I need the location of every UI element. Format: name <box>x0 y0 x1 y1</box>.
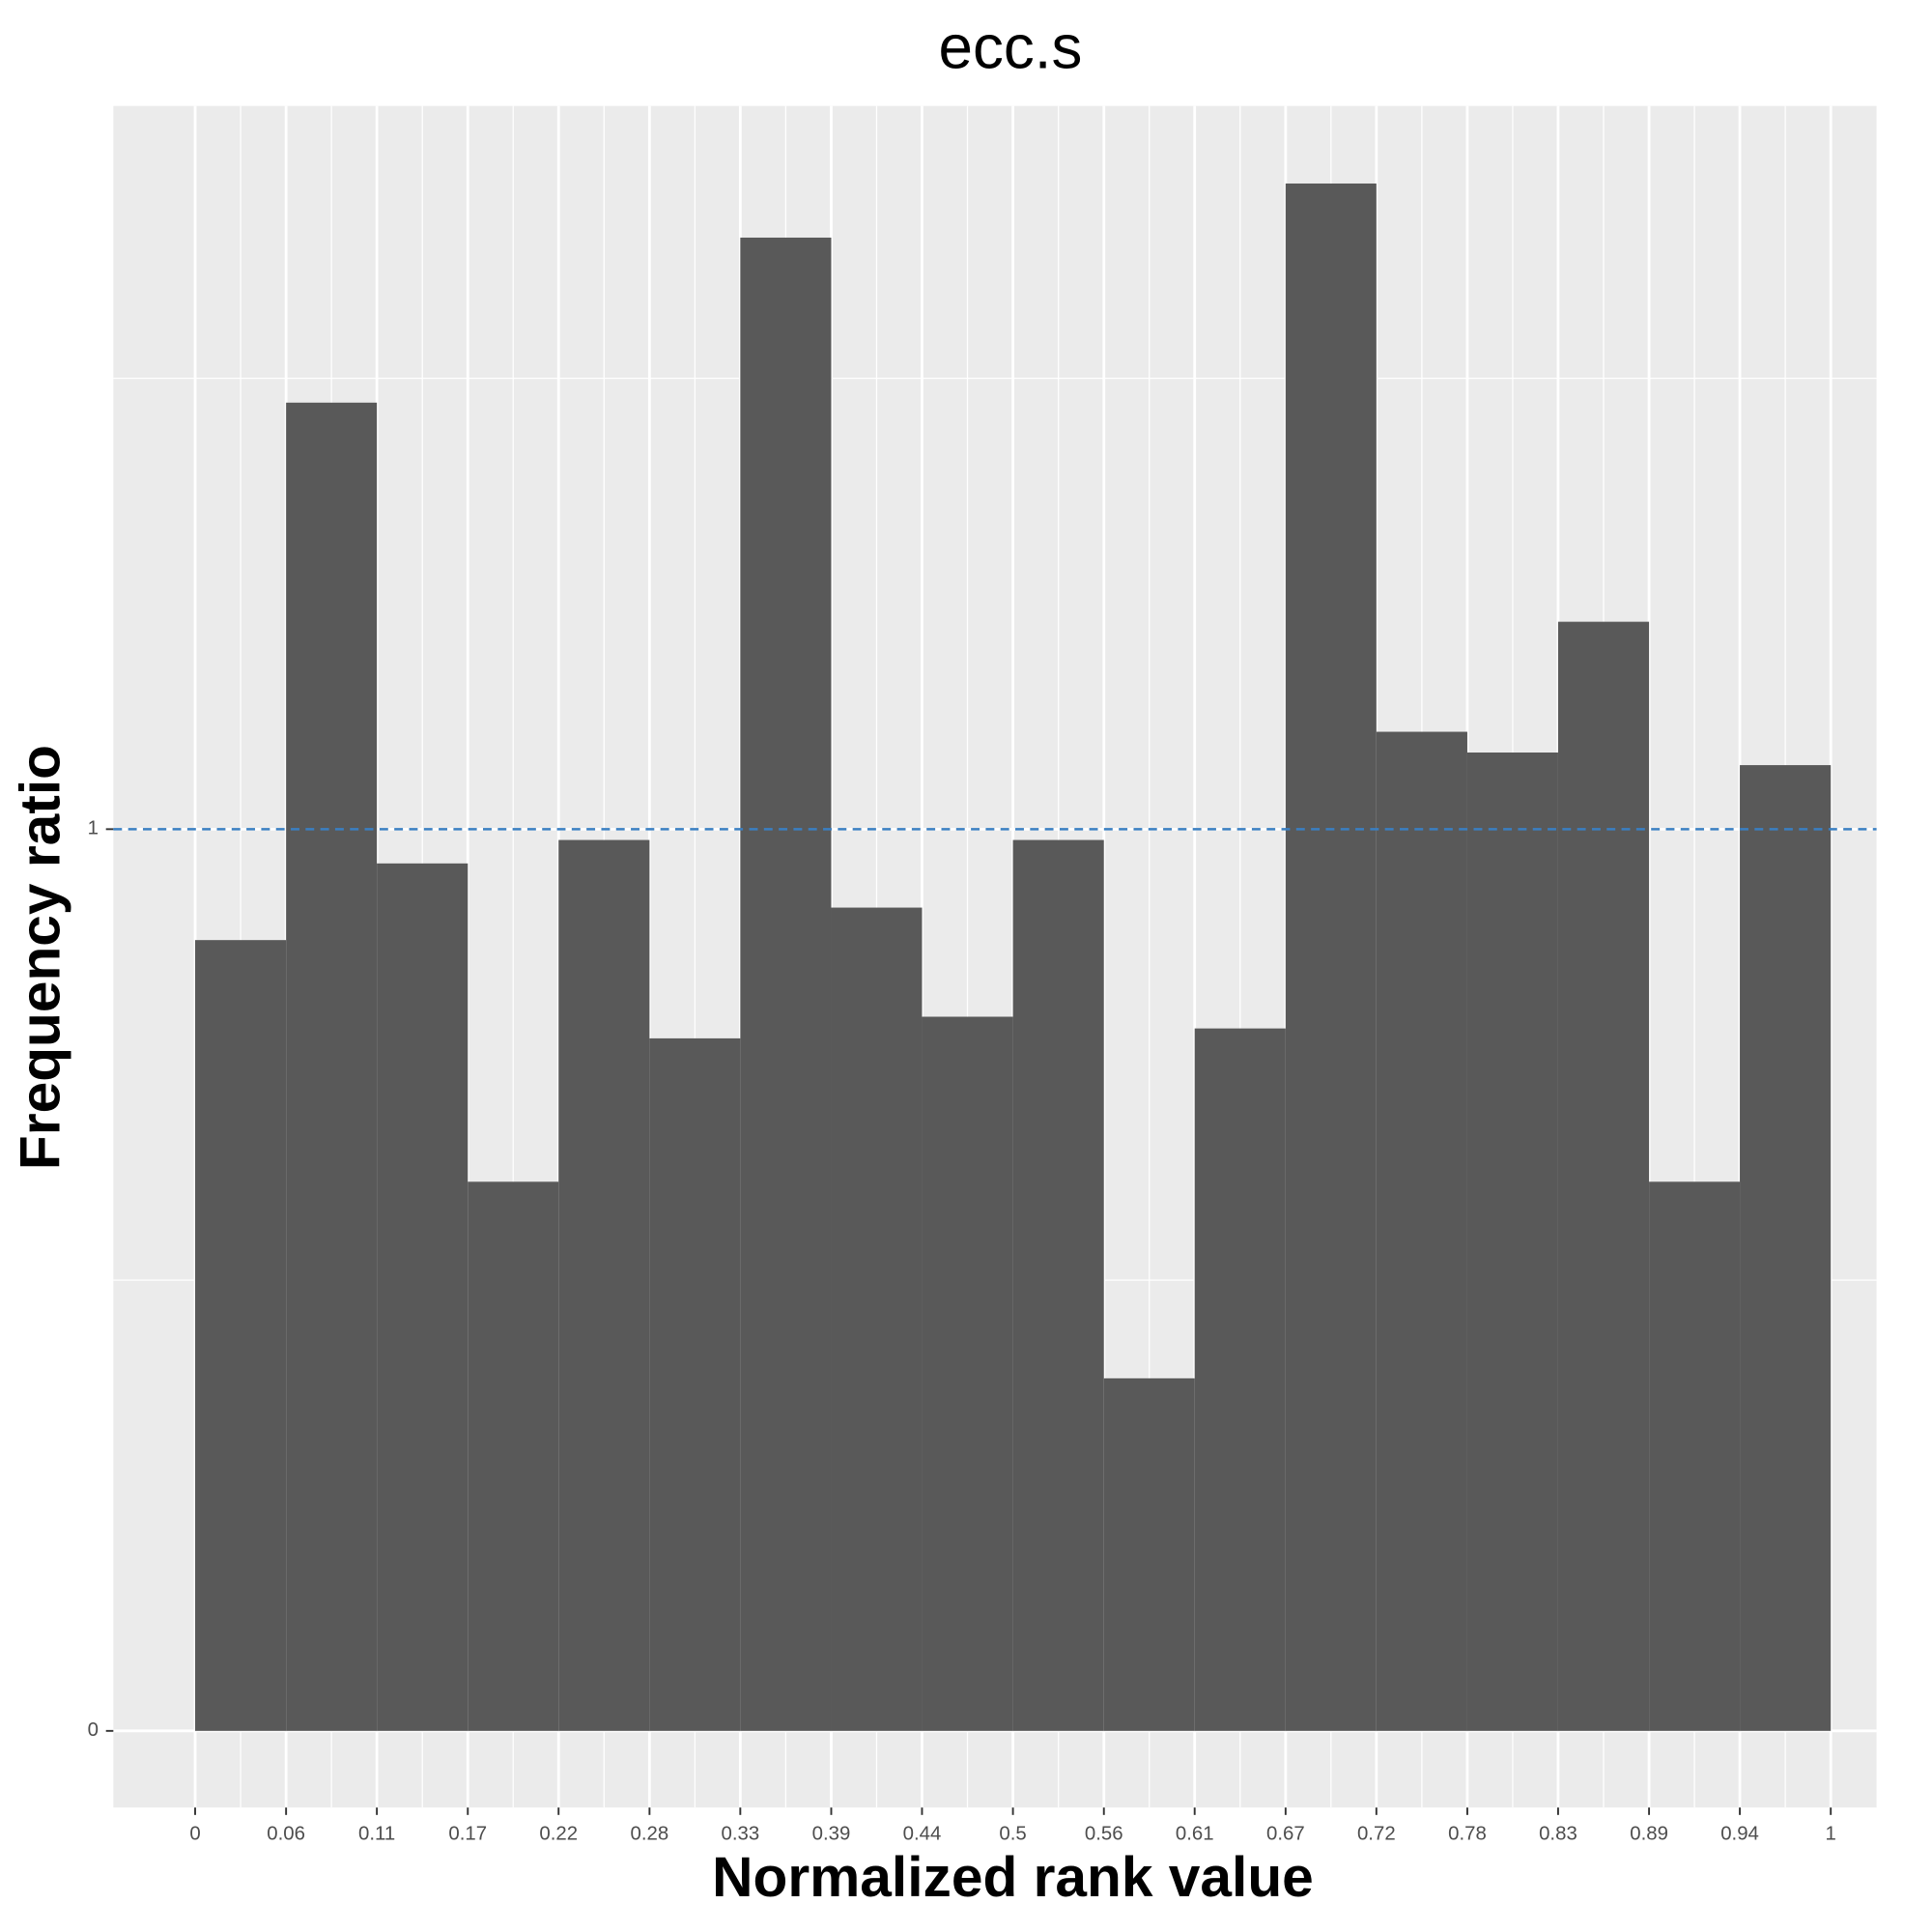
bar <box>468 1181 559 1731</box>
x-tick-label: 0.72 <box>1357 1824 1396 1845</box>
y-axis-title: Frequency ratio <box>9 745 71 1170</box>
x-tick-label: 0.11 <box>358 1824 395 1845</box>
y-tick-label: 1 <box>88 818 99 839</box>
bar <box>1012 839 1104 1731</box>
x-tick-label: 0.56 <box>1085 1824 1123 1845</box>
x-tick-label: 0.06 <box>267 1824 305 1845</box>
bar <box>1376 731 1467 1731</box>
x-tick-label: 0.67 <box>1266 1824 1305 1845</box>
x-tick-label: 0.5 <box>999 1824 1026 1845</box>
bar <box>740 237 832 1731</box>
x-axis-title: Normalized rank value <box>712 1846 1314 1909</box>
bar <box>831 907 923 1731</box>
bar <box>286 402 378 1731</box>
bar <box>1103 1378 1195 1731</box>
y-tick-label: 0 <box>88 1719 99 1741</box>
x-tick-label: 0.44 <box>903 1824 942 1845</box>
bar <box>558 839 650 1731</box>
bar <box>1194 1028 1286 1731</box>
x-tick-label: 0 <box>189 1824 200 1845</box>
bar <box>1557 621 1650 1731</box>
x-tick-label: 0.83 <box>1539 1824 1577 1845</box>
x-tick-label: 1 <box>1826 1824 1836 1845</box>
bar <box>1285 183 1377 1731</box>
bar <box>922 1016 1013 1731</box>
x-tick-label: 0.61 <box>1176 1824 1214 1845</box>
x-tick-label: 0.78 <box>1448 1824 1487 1845</box>
x-tick-label: 0.28 <box>631 1824 669 1845</box>
bar <box>1466 753 1558 1731</box>
x-tick-label: 0.33 <box>722 1824 760 1845</box>
x-tick-label: 0.94 <box>1720 1824 1759 1845</box>
bar <box>195 940 287 1731</box>
x-tick-label: 0.17 <box>448 1824 487 1845</box>
x-tick-label: 0.22 <box>539 1824 578 1845</box>
bar <box>1740 765 1832 1731</box>
bar <box>649 1037 741 1731</box>
x-tick-label: 0.89 <box>1630 1824 1668 1845</box>
bar <box>377 863 469 1731</box>
x-tick-label: 0.39 <box>812 1824 851 1845</box>
bar <box>1649 1181 1741 1731</box>
chart-title: ecc.s <box>939 12 1083 81</box>
